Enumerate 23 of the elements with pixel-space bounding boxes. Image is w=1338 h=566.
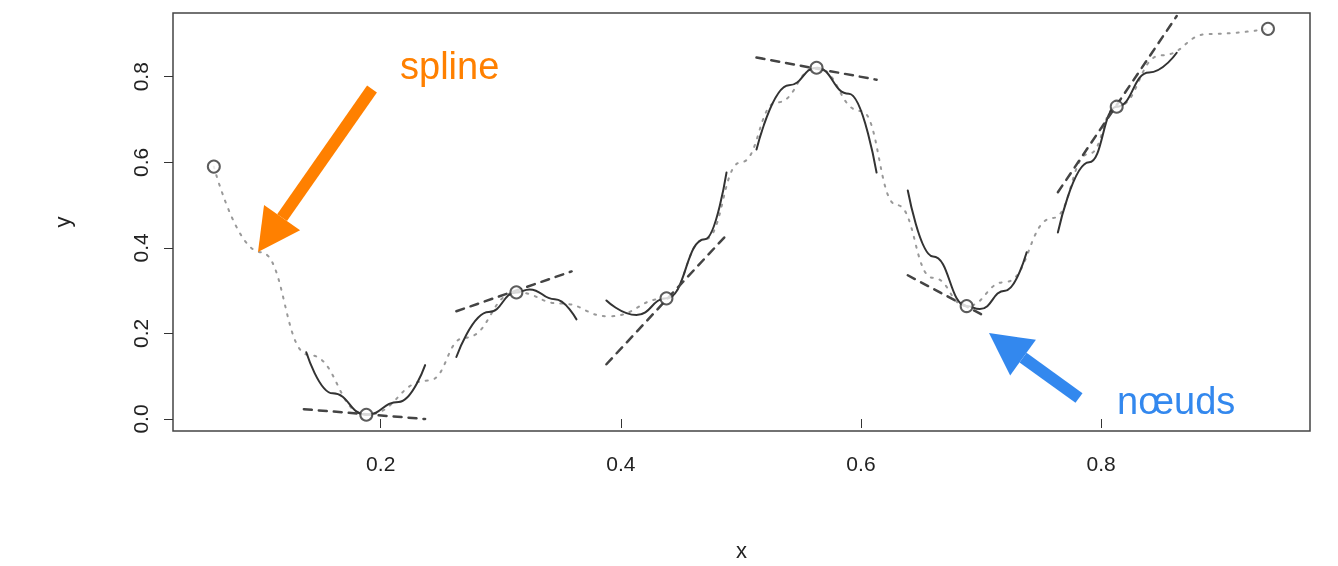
point — [1260, 21, 1275, 36]
y-tick-label: 0.2 — [129, 318, 152, 349]
y-axis-title: y — [49, 216, 75, 228]
point — [206, 159, 221, 174]
y-tick-label: 0.4 — [129, 232, 152, 263]
point — [1109, 99, 1124, 114]
line-series — [1056, 51, 1178, 234]
point — [809, 60, 824, 75]
point — [659, 291, 674, 306]
x-axis-title: x — [736, 537, 747, 563]
point — [509, 285, 524, 300]
point — [359, 407, 374, 422]
y-tick-label: 0.8 — [129, 62, 152, 92]
annotation: spline — [400, 45, 500, 87]
annotation: nœuds — [1117, 380, 1236, 422]
point — [959, 299, 974, 314]
y-tick-label: 0.0 — [129, 404, 152, 434]
x-tick-label: 0.6 — [846, 452, 876, 475]
line-series — [605, 171, 728, 317]
y-tick-label: 0.6 — [129, 147, 152, 177]
x-tick-label: 0.4 — [606, 452, 636, 475]
x-tick-label: 0.8 — [1086, 452, 1116, 475]
x-tick-label: 0.2 — [366, 452, 396, 475]
